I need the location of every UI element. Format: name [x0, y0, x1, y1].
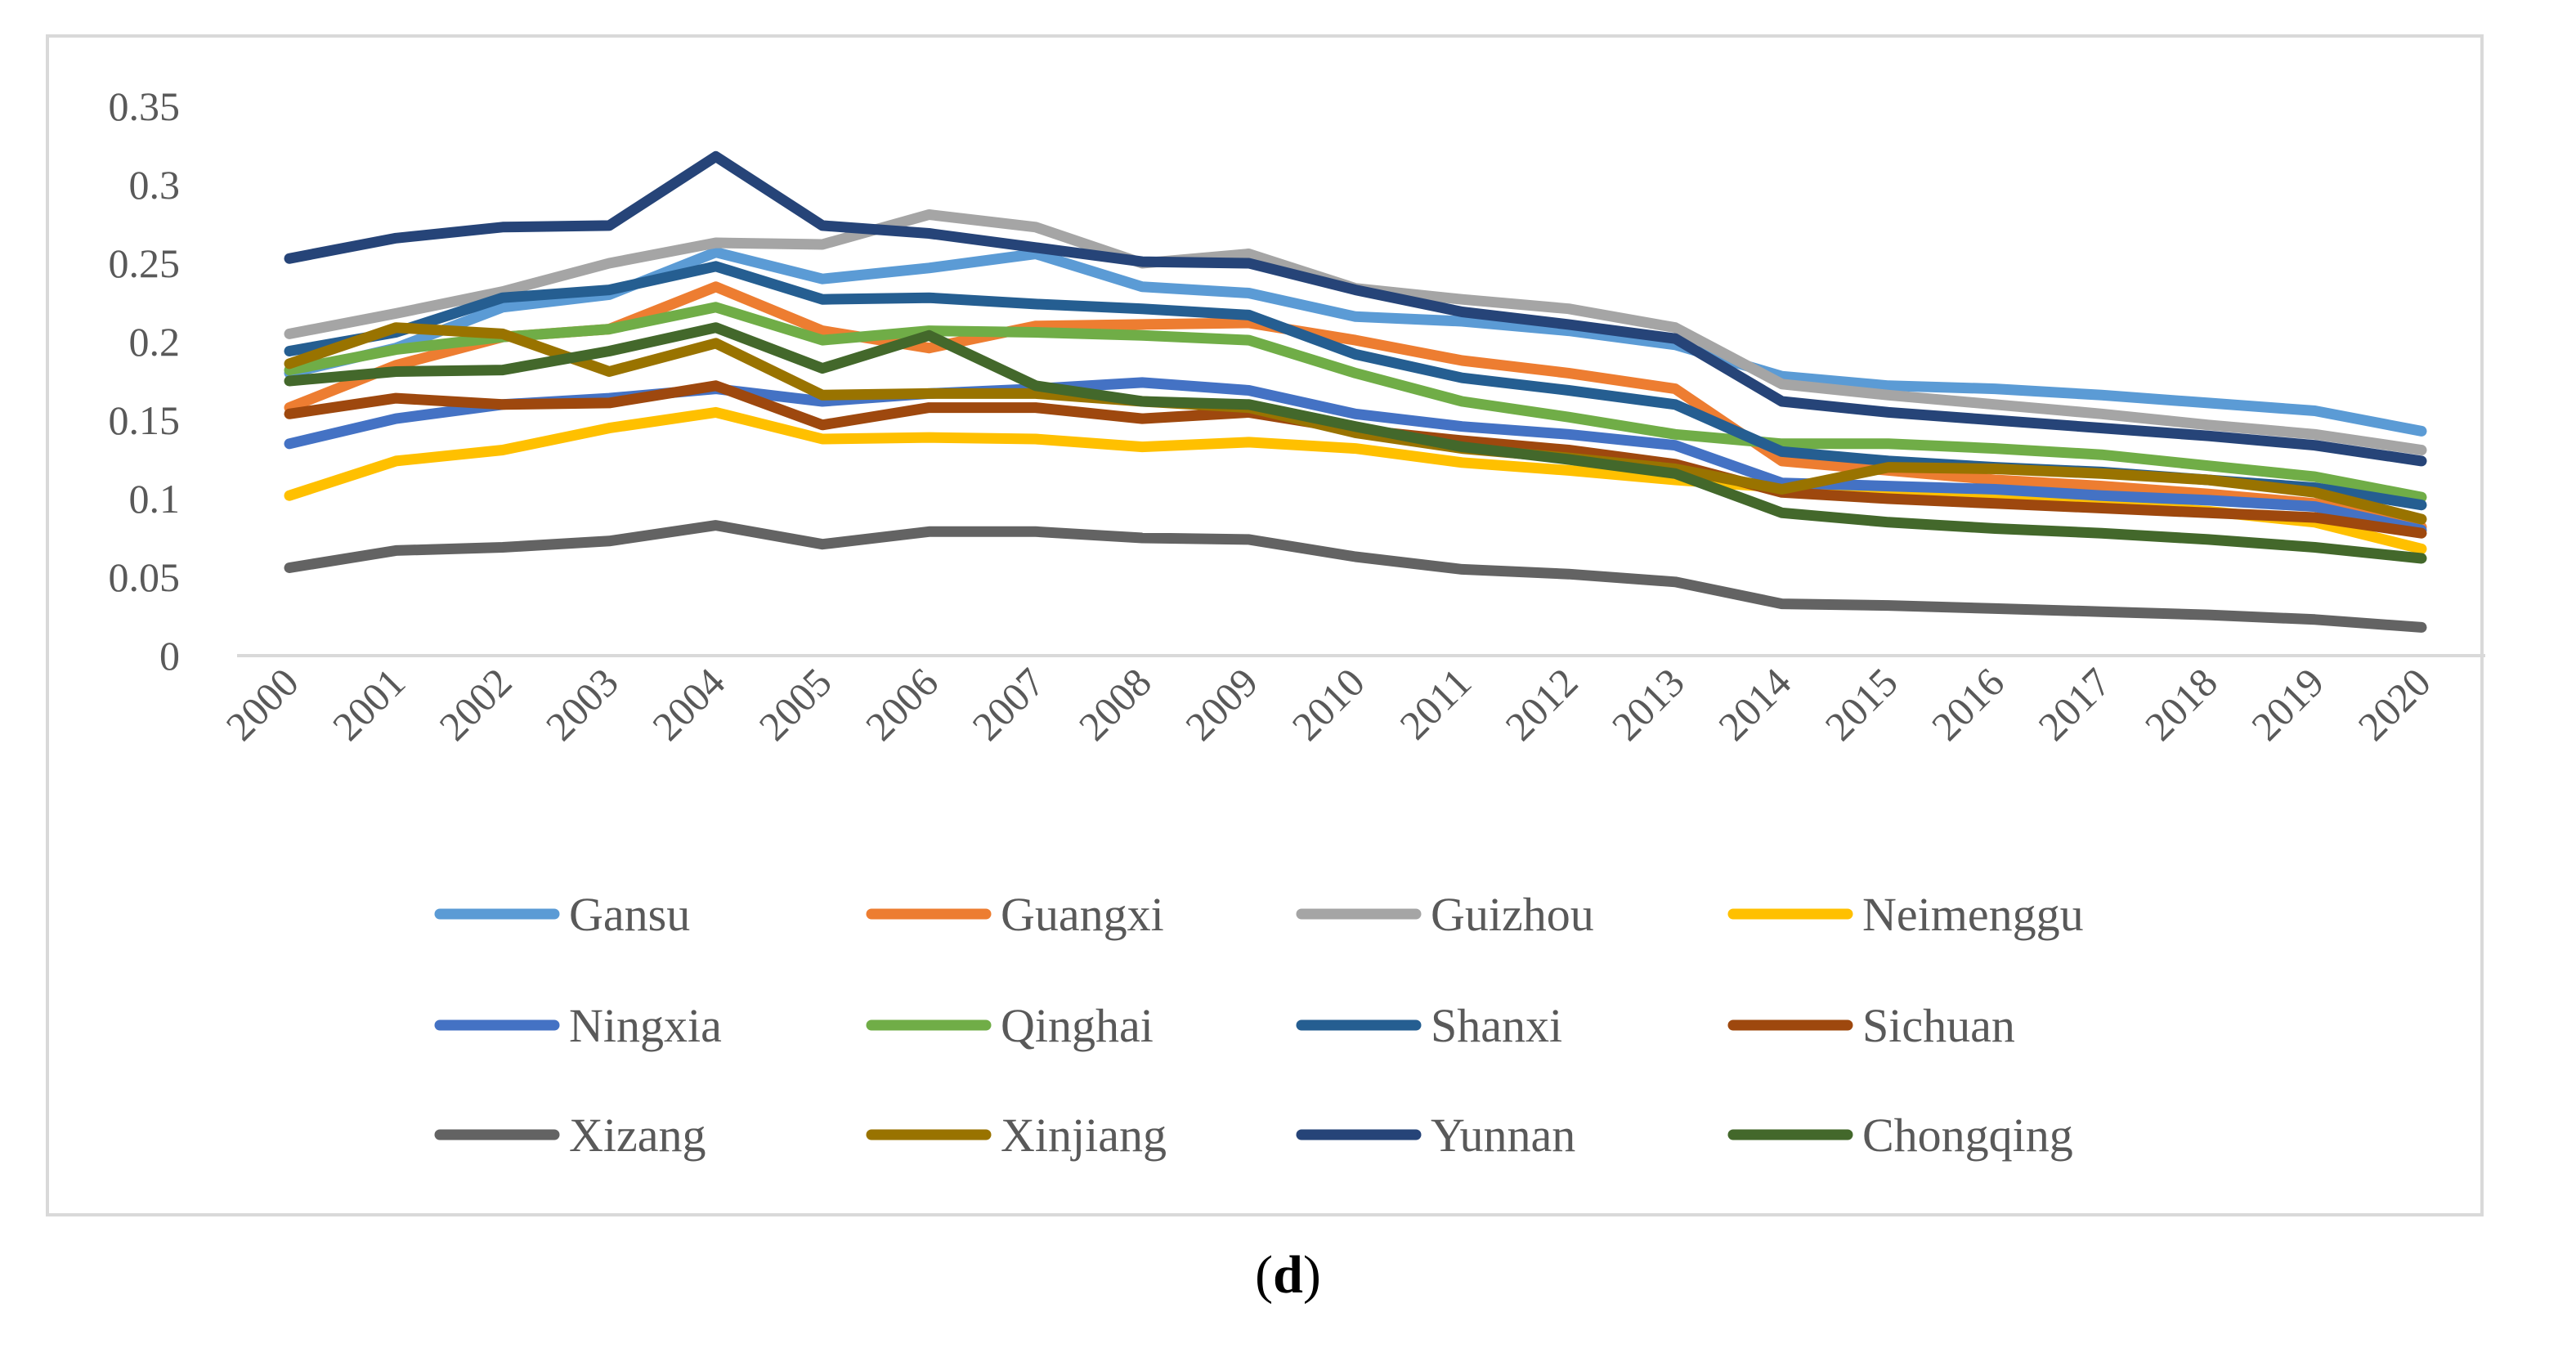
legend-label: Yunnan: [1431, 1109, 1575, 1162]
y-tick-label: 0.35: [109, 83, 181, 129]
series-lines: [284, 150, 2427, 633]
series-line-xinjiang: [284, 322, 2427, 525]
x-tick-label: 2007: [963, 659, 1053, 749]
x-tick-label: 2003: [537, 659, 627, 749]
x-tick-label: 2014: [1709, 659, 1799, 749]
y-axis-ticks: 0 0.05 0.1 0.15 0.2 0.25 0.3 0.35: [109, 83, 181, 679]
x-tick-label: 2013: [1603, 659, 1693, 749]
series-line-qinghai: [284, 302, 2427, 503]
x-tick-label: 2010: [1283, 659, 1373, 749]
y-tick-label: 0.2: [129, 319, 181, 365]
x-tick-label: 2018: [2136, 659, 2226, 749]
caption-close: ): [1302, 1245, 1321, 1305]
legend-label: Sichuan: [1862, 999, 2015, 1052]
x-tick-label: 2002: [430, 659, 520, 749]
x-tick-label: 2012: [1496, 659, 1586, 749]
chart-frame: 0 0.05 0.1 0.15 0.2 0.25 0.3 0.35 2000 2001 2002 2…: [46, 34, 2485, 1216]
x-tick-label: 2001: [324, 659, 414, 749]
y-tick-label: 0.1: [129, 476, 181, 522]
x-tick-label: 2005: [750, 659, 840, 749]
legend-label: Gansu: [569, 888, 690, 941]
figure-caption: (d): [0, 1244, 2576, 1306]
x-tick-label: 2008: [1070, 659, 1160, 749]
x-tick-label: 2009: [1176, 659, 1266, 749]
legend-label: Guangxi: [1001, 888, 1164, 941]
x-tick-label: 2020: [2349, 659, 2439, 749]
legend-label: Neimenggu: [1862, 888, 2084, 941]
legend-label: Xinjiang: [1001, 1109, 1167, 1162]
x-tick-label: 2017: [2029, 659, 2119, 749]
series-line-chongqing: [284, 322, 2427, 564]
legend-label: Ningxia: [569, 999, 722, 1052]
y-tick-label: 0.05: [109, 554, 181, 600]
x-tick-label: 2016: [1923, 659, 2013, 749]
x-tick-label: 2015: [1816, 659, 1906, 749]
x-tick-label: 2006: [857, 659, 947, 749]
line-chart: 00.050.10.150.20.250.30.35 2000 2001 2002 2…: [109, 83, 2485, 1162]
y-tick-label: 0: [159, 633, 180, 679]
y-tick-label: 0.15: [109, 397, 181, 443]
legend-label: Guizhou: [1431, 888, 1594, 941]
series-line-guangxi: [284, 281, 2427, 533]
legend-label: Qinghai: [1001, 999, 1154, 1052]
legend: Gansu Guangxi Guizhou Neimenggu Ningxia Qingh…: [434, 888, 2084, 1162]
x-axis-ticks: 2000 2001 2002 2003 2004 2005 2006 2007 2008 2009…: [217, 659, 2439, 749]
legend-label: Shanxi: [1431, 999, 1562, 1052]
x-tick-label: 2011: [1391, 659, 1480, 748]
x-tick-label: 2000: [217, 659, 307, 749]
y-tick-label: 0.25: [109, 240, 181, 286]
legend-label: Xizang: [569, 1109, 706, 1162]
x-tick-label: 2019: [2242, 659, 2332, 749]
legend-label: Chongqing: [1862, 1109, 2073, 1162]
caption-letter: d: [1273, 1245, 1303, 1305]
series-line-xizang: [284, 520, 2427, 633]
y-tick-label: 0.3: [129, 162, 181, 208]
series-line-yunnan: [284, 150, 2427, 467]
caption-open: (: [1255, 1245, 1274, 1305]
x-tick-label: 2004: [643, 659, 733, 749]
